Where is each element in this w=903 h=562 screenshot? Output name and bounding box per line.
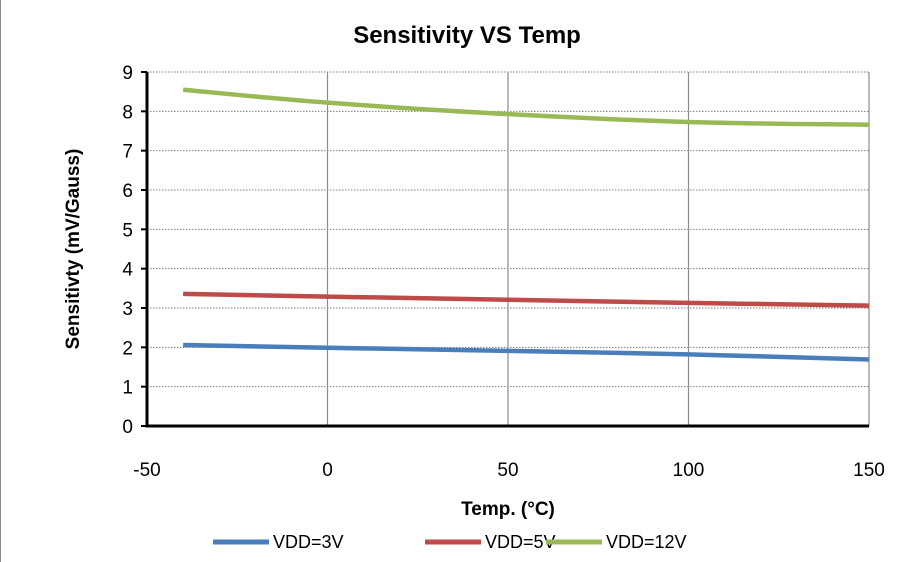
legend-label: VDD=5V (485, 532, 556, 552)
x-tick-label: 100 (673, 460, 705, 481)
y-tick-label: 2 (122, 338, 133, 359)
y-axis-title: Sensitivty (mV/Gauss) (63, 149, 84, 350)
y-tick-label: 3 (122, 299, 133, 320)
x-axis-title: Temp. (°C) (461, 499, 555, 520)
x-tick-label: 0 (322, 460, 333, 481)
legend-label: VDD=12V (606, 532, 687, 552)
y-tick-label: 0 (122, 417, 133, 438)
x-tick-label: -50 (133, 460, 160, 481)
axes-layer (141, 71, 869, 428)
x-tick-label: 50 (497, 460, 518, 481)
labels-layer: 0 1 2 3 4 5 6 7 8 9 -50 0 50 100 150 Sensitivity VS Tem… (63, 22, 885, 520)
series-layer (182, 87, 870, 362)
legend-label: VDD=3V (273, 532, 344, 552)
x-tick-label: 150 (853, 460, 885, 481)
series-line-vdd-12v (182, 87, 870, 127)
y-tick-label: 5 (122, 220, 133, 241)
legend: VDD=3V VDD=5V VDD=12V (213, 532, 687, 552)
chart-title: Sensitivity VS Temp (353, 22, 581, 49)
y-tick-label: 7 (122, 142, 133, 163)
series-line-vdd-3v (183, 342, 870, 362)
y-tick-label: 6 (122, 181, 133, 202)
y-tick-label: 8 (122, 102, 133, 123)
y-tick-label: 1 (122, 378, 133, 399)
y-tick-label: 4 (122, 260, 133, 281)
y-tick-label: 9 (122, 63, 133, 84)
series-line-vdd-5v (183, 291, 870, 308)
